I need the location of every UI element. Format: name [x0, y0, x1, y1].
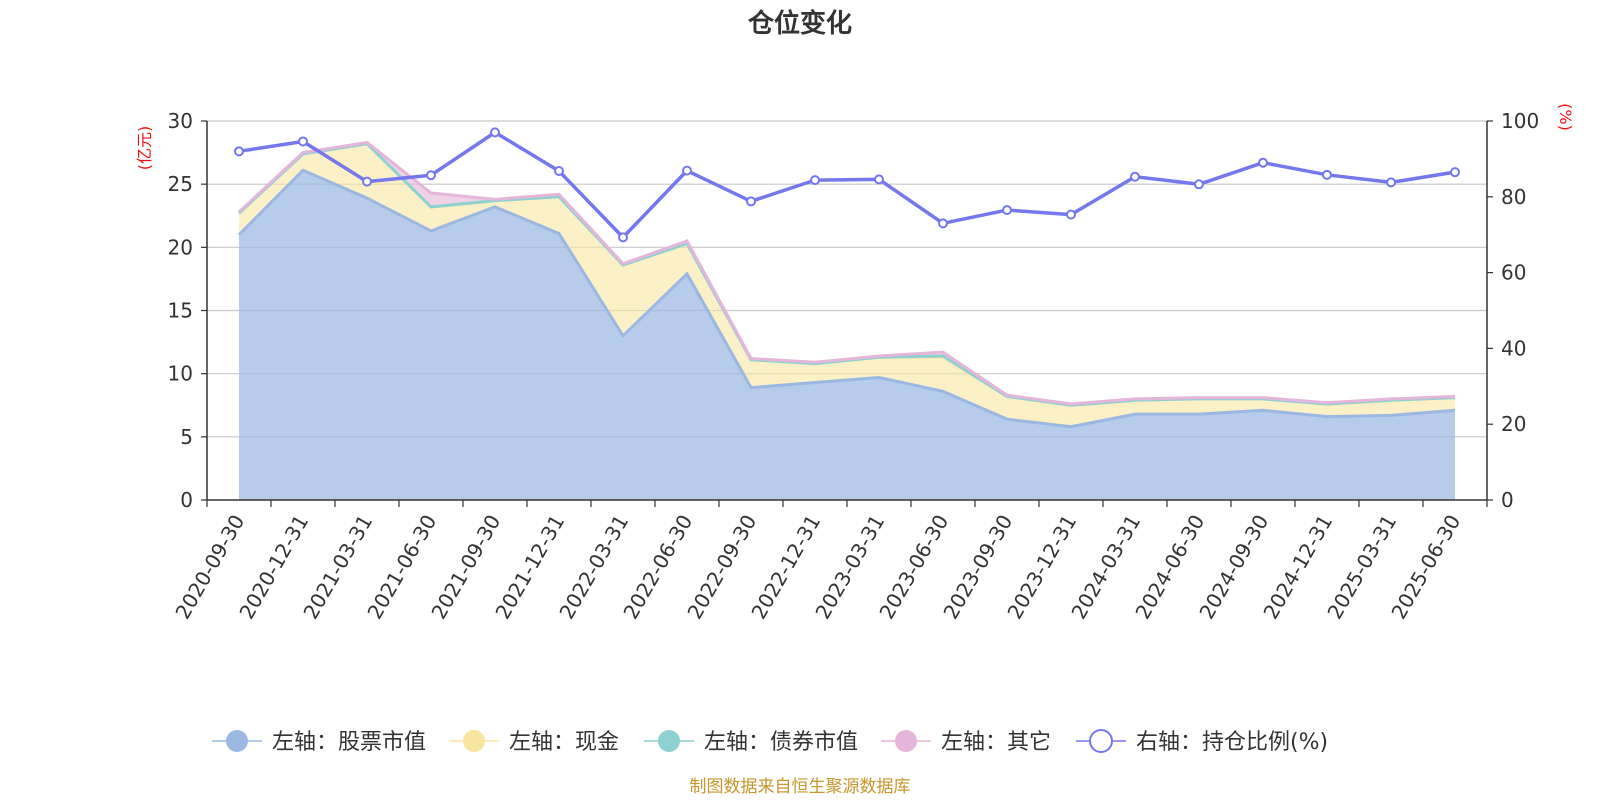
left-tick-label-1: 5 [180, 425, 193, 449]
ratio-point-0 [234, 146, 244, 157]
ratio-point-15 [1194, 179, 1204, 190]
legend-marker-3 [895, 730, 917, 752]
ratio-point-18 [1386, 177, 1396, 188]
left-tick-label-0: 0 [180, 488, 193, 512]
ratio-point-11 [938, 218, 948, 229]
left-tick-label-5: 25 [168, 172, 193, 196]
ratio-point-16 [1258, 157, 1268, 168]
area-0 [239, 170, 1455, 500]
legend-label-4: 右轴：持仓比例(%) [1136, 730, 1328, 755]
left-tick-label-6: 30 [168, 109, 193, 133]
series-lines [234, 127, 1460, 243]
area-1 [239, 143, 1455, 427]
ratio-point-5 [554, 166, 564, 177]
ratio-point-9 [810, 175, 820, 186]
ratio-point-3 [426, 170, 436, 181]
right-axis-unit: (%) [1556, 103, 1575, 131]
legend-label-3: 左轴：其它 [941, 730, 1051, 755]
ratio-point-2 [362, 176, 372, 187]
right-tick-label-5: 100 [1501, 109, 1539, 133]
legend-marker-0 [226, 730, 248, 752]
right-tick-label-3: 60 [1501, 261, 1526, 285]
ratio-point-17 [1322, 169, 1332, 180]
legend-marker-4 [1089, 729, 1113, 753]
area-outline-0 [237, 168, 1456, 429]
left-tick-label-4: 20 [168, 235, 193, 259]
ratio-point-10 [874, 174, 884, 185]
ratio-point-13 [1066, 209, 1076, 220]
legend-marker-2 [658, 730, 680, 752]
stacked-areas [237, 140, 1456, 500]
chart-title: 仓位变化 [747, 8, 852, 39]
left-axis-unit: (亿元) [135, 126, 154, 171]
ratio-point-12 [1002, 205, 1012, 216]
right-tick-label-1: 20 [1501, 412, 1526, 436]
legend-label-2: 左轴：债券市值 [704, 730, 858, 755]
ratio-point-14 [1130, 171, 1140, 182]
ratio-line-0 [238, 130, 1456, 240]
right-tick-label-2: 40 [1501, 336, 1526, 360]
legend: 左轴：股票市值 左轴：现金 左轴：债券市值 左轴：其它 右轴：持仓比例(%) [212, 729, 1328, 755]
ratio-point-4 [490, 127, 500, 138]
area-outline-3 [237, 140, 1456, 406]
data-source-note: 制图数据来自恒生聚源数据库 [690, 777, 911, 797]
legend-marker-1 [463, 730, 485, 752]
ratio-point-8 [746, 196, 756, 207]
ratio-point-7 [682, 165, 692, 176]
ratio-point-1 [298, 136, 308, 147]
left-tick-label-2: 10 [168, 362, 193, 386]
ratio-point-19 [1450, 167, 1460, 178]
left-tick-label-3: 15 [168, 299, 193, 323]
right-tick-label-0: 0 [1501, 488, 1514, 512]
legend-label-0: 左轴：股票市值 [272, 730, 426, 755]
ratio-point-6 [618, 232, 628, 243]
legend-label-1: 左轴：现金 [509, 730, 619, 755]
right-tick-label-4: 80 [1501, 185, 1526, 209]
